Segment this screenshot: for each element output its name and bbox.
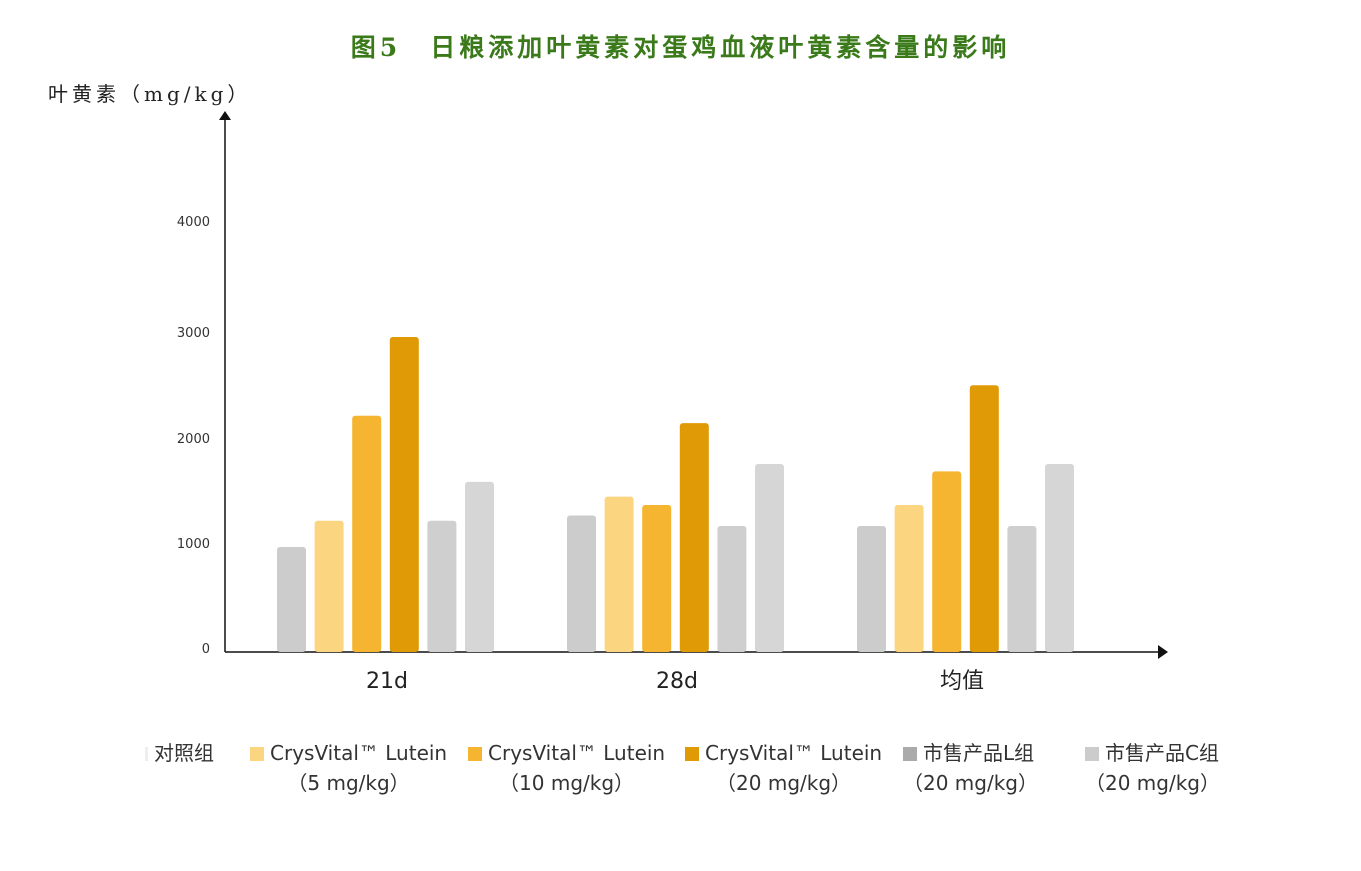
legend-label: 对照组 bbox=[154, 741, 214, 765]
bar bbox=[857, 526, 886, 652]
bar bbox=[314, 520, 344, 652]
bar bbox=[1007, 526, 1037, 652]
legend-item: 市售产品L组 （20 mg/kg） bbox=[903, 738, 1038, 798]
legend-sublabel: （20 mg/kg） bbox=[903, 771, 1038, 795]
legend-label: CrysVital™ Lutein bbox=[705, 741, 883, 765]
y-tick-label: 2000 bbox=[177, 432, 210, 447]
legend-item: CrysVital™ Lutein （10 mg/kg） bbox=[468, 738, 665, 798]
legend-sublabel: （20 mg/kg） bbox=[716, 771, 852, 795]
chart-title: 图5 日粮添加叶黄素对蛋鸡血液叶黄素含量的影响 bbox=[350, 33, 1011, 62]
y-tick-label: 3000 bbox=[177, 326, 210, 341]
legend-swatch bbox=[468, 747, 482, 761]
bar bbox=[679, 423, 709, 652]
legend-sublabel: （10 mg/kg） bbox=[499, 771, 635, 795]
legend-sublabel: （5 mg/kg） bbox=[287, 771, 410, 795]
legend-swatch bbox=[685, 747, 699, 761]
legend-label: CrysVital™ Lutein bbox=[270, 741, 448, 765]
y-tick-label: 1000 bbox=[177, 537, 210, 552]
y-axis-label: 叶黄素（mg/kg） bbox=[48, 82, 252, 106]
legend-swatch bbox=[903, 747, 917, 761]
legend-label: 市售产品L组 bbox=[923, 741, 1035, 765]
legend-label: 市售产品C组 bbox=[1105, 741, 1219, 765]
legend-item: 对照组 bbox=[145, 738, 214, 768]
legend-swatch bbox=[145, 747, 148, 761]
bar bbox=[969, 385, 999, 652]
legend-item: CrysVital™ Lutein （20 mg/kg） bbox=[685, 738, 882, 798]
x-axis-arrow bbox=[1158, 645, 1168, 659]
bar bbox=[567, 515, 596, 652]
bar bbox=[352, 415, 382, 652]
bar bbox=[932, 471, 962, 652]
bar bbox=[277, 547, 306, 652]
bar bbox=[642, 505, 672, 652]
legend-sublabel: （20 mg/kg） bbox=[1085, 771, 1220, 795]
bar bbox=[894, 505, 924, 652]
legend-label: CrysVital™ Lutein bbox=[488, 741, 666, 765]
bar bbox=[389, 337, 419, 652]
y-tick-label: 0 bbox=[202, 642, 210, 657]
x-tick-label: 28d bbox=[656, 669, 698, 694]
legend-item: 市售产品C组 （20 mg/kg） bbox=[1085, 738, 1220, 798]
bar bbox=[604, 496, 634, 652]
bar bbox=[427, 520, 457, 652]
bar bbox=[1045, 464, 1074, 652]
legend-swatch bbox=[1085, 747, 1099, 761]
bar bbox=[465, 481, 494, 652]
y-tick-label: 4000 bbox=[177, 215, 210, 230]
legend-item: CrysVital™ Lutein （5 mg/kg） bbox=[250, 738, 447, 798]
x-tick-label: 均值 bbox=[940, 669, 984, 694]
x-tick-label: 21d bbox=[366, 669, 408, 694]
legend-swatch bbox=[250, 747, 264, 761]
bar bbox=[717, 526, 747, 652]
y-axis-arrow bbox=[219, 111, 231, 120]
bar bbox=[755, 464, 784, 652]
